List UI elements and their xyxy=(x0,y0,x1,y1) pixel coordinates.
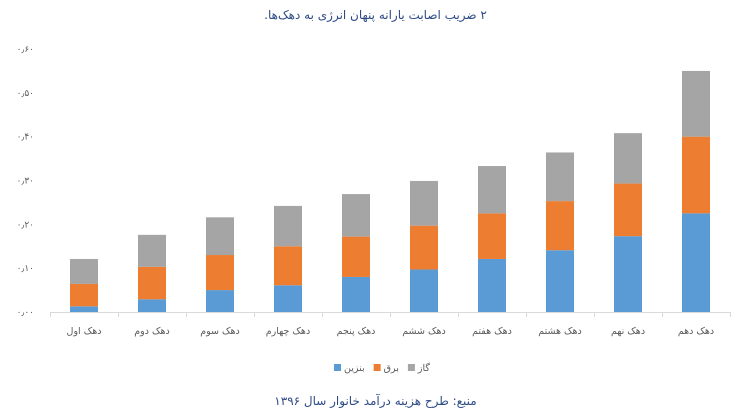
y-tick-label: ۰٫۴۰ xyxy=(17,133,34,143)
bar-bargh xyxy=(342,236,370,277)
chart-title: ۲ ضریب اصابت یارانه پنهان انرژی به دهک‌ه… xyxy=(264,8,487,22)
bar-benzin xyxy=(478,258,506,312)
y-tick-label: ۰٫۰۰ xyxy=(17,308,34,318)
bar-gaz xyxy=(206,217,234,256)
bar-gaz xyxy=(274,205,302,247)
bar-bargh xyxy=(478,213,506,259)
legend-swatch-benzin xyxy=(334,364,341,371)
bar-benzin xyxy=(342,276,370,312)
y-tick-label: ۰٫۱۰ xyxy=(17,264,34,274)
bar-gaz xyxy=(682,70,710,137)
y-tick-label: ۰٫۵۰ xyxy=(17,89,34,99)
bar-bargh xyxy=(614,183,642,237)
bar-benzin xyxy=(206,290,234,312)
bar-bargh xyxy=(70,283,98,307)
legend-swatch-gaz xyxy=(407,364,415,371)
x-tick-label: دهک ششم xyxy=(402,326,446,337)
bar-gaz xyxy=(342,194,370,237)
bar-gaz xyxy=(478,166,506,214)
bar-benzin xyxy=(546,250,574,312)
x-tick-label: دهک دهم xyxy=(678,326,714,337)
x-tick-label: دهک چهارم xyxy=(266,326,310,337)
legend-label: گاز xyxy=(417,362,430,374)
bar-bargh xyxy=(682,136,710,214)
bar-gaz xyxy=(70,258,98,284)
bar-bargh xyxy=(206,255,234,291)
bar-benzin xyxy=(410,269,438,312)
y-tick-label: ۰٫۲۰ xyxy=(17,220,34,230)
x-tick-label: دهک اول xyxy=(67,326,102,337)
bar-gaz xyxy=(138,234,166,267)
y-tick-label: ۰٫۶۰ xyxy=(17,45,34,55)
bar-bargh xyxy=(546,201,574,251)
chart-source: منبع: طرح هزینه درآمد خانوار سال ۱۳۹۶ xyxy=(274,394,477,408)
legend-label: برق xyxy=(384,363,399,374)
x-tick-label: دهک دوم xyxy=(134,326,169,337)
bar-benzin xyxy=(138,299,166,312)
bar-benzin xyxy=(274,285,302,312)
bar-bargh xyxy=(274,246,302,286)
x-tick-label: دهک پنجم xyxy=(337,326,376,337)
legend-label: بنزین xyxy=(344,363,365,374)
x-tick-label: دهک سوم xyxy=(200,326,240,337)
legend-swatch-bargh xyxy=(373,364,381,371)
bar-benzin xyxy=(614,236,642,312)
bar-gaz xyxy=(614,133,642,184)
x-tick-label: دهک نهم xyxy=(611,326,645,337)
bar-benzin xyxy=(70,306,98,312)
x-tick-label: دهک هفتم xyxy=(472,326,512,337)
x-tick-label: دهک هشتم xyxy=(538,326,581,337)
y-tick-label: ۰٫۳۰ xyxy=(17,177,34,187)
bar-gaz xyxy=(410,180,438,226)
bar-benzin xyxy=(682,213,710,312)
bar-gaz xyxy=(546,152,574,202)
bar-bargh xyxy=(410,225,438,270)
bar-bargh xyxy=(138,266,166,300)
